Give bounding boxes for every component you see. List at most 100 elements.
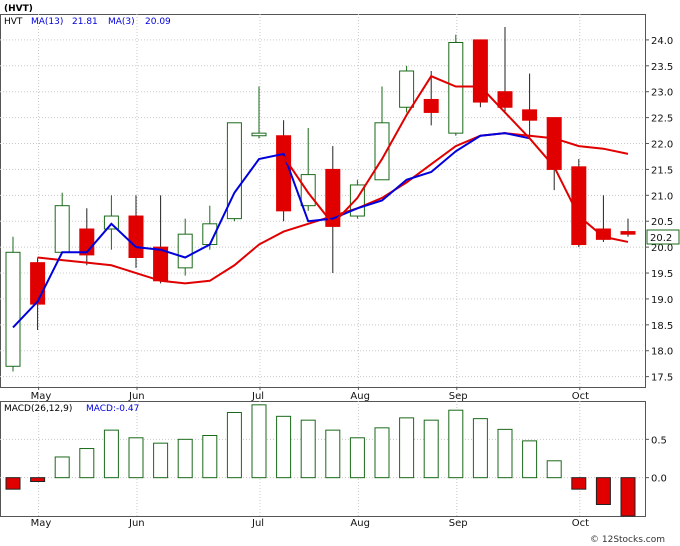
macd-bar: [522, 440, 538, 479]
candle-body-up: [54, 205, 70, 253]
candle: [226, 122, 242, 222]
ma3-line: [282, 74, 629, 243]
price-tick-label: 17.5: [651, 373, 673, 384]
last-price-label: 20.2: [650, 233, 672, 244]
macd-bar: [202, 435, 218, 479]
macd-bar: [300, 419, 316, 479]
macd-bar: [79, 448, 95, 479]
macd-bar-negative: [571, 477, 587, 490]
macd-x-tick-label: Sep: [449, 518, 468, 529]
macd-bar: [448, 409, 464, 479]
candle: [522, 73, 538, 139]
ma3-legend: MA(3): [108, 17, 135, 27]
candle: [472, 39, 488, 108]
ma13-legend: MA(13): [31, 17, 63, 27]
x-tick-label: Jun: [128, 391, 145, 402]
candle-body-down: [30, 262, 46, 305]
candle-body-up: [300, 174, 316, 207]
candle: [276, 120, 292, 222]
candle: [571, 159, 587, 248]
x-tick-label: Sep: [449, 391, 468, 402]
macd-legend: MACD(26,12,9): [4, 404, 72, 414]
macd-bar-negative: [595, 477, 611, 505]
candle-body-down: [325, 168, 341, 227]
macd-x-tick-label: Jun: [128, 518, 145, 529]
macd-bar: [399, 417, 415, 479]
macd-bar: [374, 427, 390, 479]
macd-tick-label: 0.0: [651, 474, 667, 485]
candle-body-up: [177, 233, 193, 269]
macd-bar-negative: [30, 477, 46, 482]
candle-body-up: [251, 132, 267, 137]
candle: [325, 146, 341, 274]
price-tick-label: 21.5: [651, 165, 673, 176]
ma-long-line: [37, 132, 629, 285]
candle: [620, 218, 636, 237]
macd-value-legend: MACD:-0.47: [86, 404, 139, 414]
macd-bar: [226, 412, 242, 479]
x-tick-label: May: [31, 391, 52, 402]
macd-bar: [325, 429, 341, 479]
macd-panel: 0.0 0.5 May Jun Jul Aug Sep Oct: [0, 401, 667, 529]
ma13-legend-value: 21.81: [72, 17, 98, 27]
candle-body-down: [546, 117, 562, 170]
macd-x-tick-label: Aug: [350, 518, 370, 529]
candle: [423, 70, 439, 126]
candle: [399, 65, 415, 113]
candle: [177, 218, 193, 276]
x-tick-label: Aug: [350, 391, 370, 402]
candle: [546, 117, 562, 191]
ticker-legend: HVT: [4, 17, 23, 27]
price-tick-label: 22.5: [651, 114, 673, 125]
watermark: © 12Stocks.com: [590, 535, 665, 545]
candle: [497, 26, 513, 113]
candle: [251, 86, 267, 139]
price-tick-label: 21.0: [651, 191, 673, 202]
macd-bar: [349, 437, 365, 479]
macd-bar: [546, 460, 562, 479]
macd-bar: [103, 429, 119, 479]
x-tick-label: Oct: [572, 391, 589, 402]
ma13-line: [12, 132, 530, 329]
price-tick-label: 18.5: [651, 321, 673, 332]
last-price-box: [646, 229, 680, 245]
candle: [595, 195, 611, 242]
candle-body-up: [399, 70, 415, 108]
price-tick-label: 20.0: [651, 243, 673, 254]
macd-x-tick-label: May: [31, 518, 52, 529]
candle-body-up: [448, 41, 464, 134]
macd-bar: [54, 456, 70, 479]
ticker-label: (HVT): [4, 4, 33, 14]
macd-bar: [153, 442, 169, 479]
candle: [448, 34, 464, 136]
macd-bar-negative: [620, 477, 636, 517]
macd-bar-negative: [5, 477, 21, 490]
price-plot-frame: [0, 14, 646, 388]
candle-body-up: [5, 251, 21, 367]
candle-body-down: [571, 166, 587, 246]
candle-body-down: [620, 231, 636, 235]
macd-tick-label: 0.5: [651, 435, 667, 446]
candle: [54, 192, 70, 253]
candle-body-down: [128, 215, 144, 258]
candle-body-up: [226, 122, 242, 220]
macd-bar: [177, 438, 193, 479]
macd-bar: [251, 404, 267, 479]
candle: [153, 195, 169, 284]
price-tick-label: 20.5: [651, 217, 673, 228]
macd-bar: [423, 419, 439, 479]
macd-x-tick-label: Oct: [572, 518, 589, 529]
candle-body-down: [497, 91, 513, 108]
price-tick-label: 23.0: [651, 88, 673, 99]
x-tick-label: Jul: [251, 391, 264, 402]
price-tick-label: 22.0: [651, 140, 673, 151]
macd-x-tick-label: Jul: [251, 518, 264, 529]
candle-body-down: [423, 98, 439, 113]
candle-body-down: [595, 228, 611, 240]
ma3-legend-value: 20.09: [145, 17, 171, 27]
price-tick-label: 19.5: [651, 269, 673, 280]
macd-bar: [128, 437, 144, 479]
candle: [5, 236, 21, 372]
candle-body-down: [276, 135, 292, 212]
